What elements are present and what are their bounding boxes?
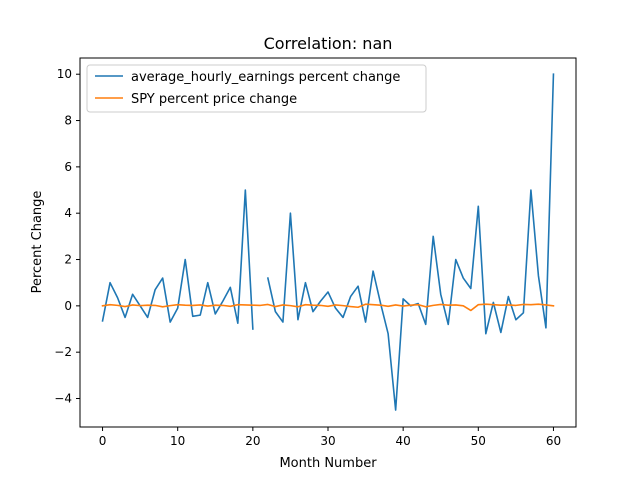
x-tick-label: 40 [396,434,411,448]
y-axis-label: Percent Change [30,191,45,294]
y-tick-label: 4 [64,206,72,220]
y-tick-label: 2 [64,253,72,267]
x-tick-label: 20 [245,434,260,448]
x-tick-label: 0 [99,434,107,448]
y-tick-label: −4 [54,392,72,406]
x-axis-ticks: 0 10 20 30 40 50 60 [99,427,561,448]
legend-label-2: SPY percent price change [131,92,297,107]
y-tick-label: 6 [64,160,72,174]
y-tick-label: 0 [64,299,72,313]
y-tick-label: 8 [64,114,72,128]
legend: average_hourly_earnings percent change SP… [86,64,427,113]
legend-label-1: average_hourly_earnings percent change [131,70,400,85]
x-tick-label: 10 [170,434,185,448]
legend-box [86,64,427,113]
plot-area [101,73,555,411]
y-tick-label: −2 [54,345,72,359]
x-tick-label: 50 [471,434,486,448]
y-axis-ticks: −4 −2 0 2 4 6 8 10 [54,67,80,406]
chart-title: Correlation: nan [264,34,393,53]
x-axis-label: Month Number [279,456,377,471]
y-tick-label: 10 [57,67,72,81]
series-line-2 [101,303,555,312]
x-tick-label: 30 [320,434,335,448]
x-tick-label: 60 [546,434,561,448]
